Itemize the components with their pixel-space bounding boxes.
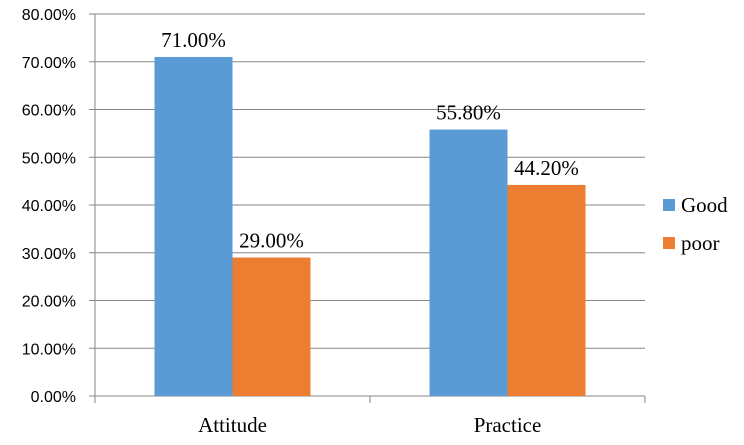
legend-label: Good: [681, 193, 728, 217]
data-label: 55.80%: [436, 101, 501, 125]
bar-good-practice: [429, 129, 508, 396]
y-tick-label: 50.00%: [22, 150, 76, 167]
x-tick-label: Attitude: [198, 413, 267, 437]
legend-swatch: [663, 237, 675, 249]
bar-poor-attitude: [232, 257, 311, 396]
y-tick-label: 30.00%: [22, 246, 76, 263]
y-tick-label: 0.00%: [31, 389, 76, 406]
data-label: 71.00%: [161, 28, 226, 52]
bars: [154, 56, 586, 396]
legend-label: poor: [681, 231, 720, 255]
y-tick-label: 60.00%: [22, 103, 76, 120]
data-label: 29.00%: [239, 229, 304, 253]
data-label: 44.20%: [514, 156, 579, 180]
y-tick-label: 10.00%: [22, 341, 76, 358]
legend: Good poor: [663, 193, 728, 255]
y-tick-label: 80.00%: [22, 7, 76, 24]
y-tick-label: 70.00%: [22, 55, 76, 72]
y-tick-label: 40.00%: [22, 198, 76, 215]
legend-swatch: [663, 199, 675, 211]
data-labels: 71.00% 29.00% 55.80% 44.20%: [161, 28, 579, 253]
bar-poor-practice: [507, 184, 586, 396]
axes: 0.00% 10.00% 20.00% 30.00% 40.00% 50.00% 60.00…: [22, 7, 646, 437]
x-tick-label: Practice: [474, 413, 542, 437]
y-tick-label: 20.00%: [22, 294, 76, 311]
bar-good-attitude: [154, 56, 233, 396]
